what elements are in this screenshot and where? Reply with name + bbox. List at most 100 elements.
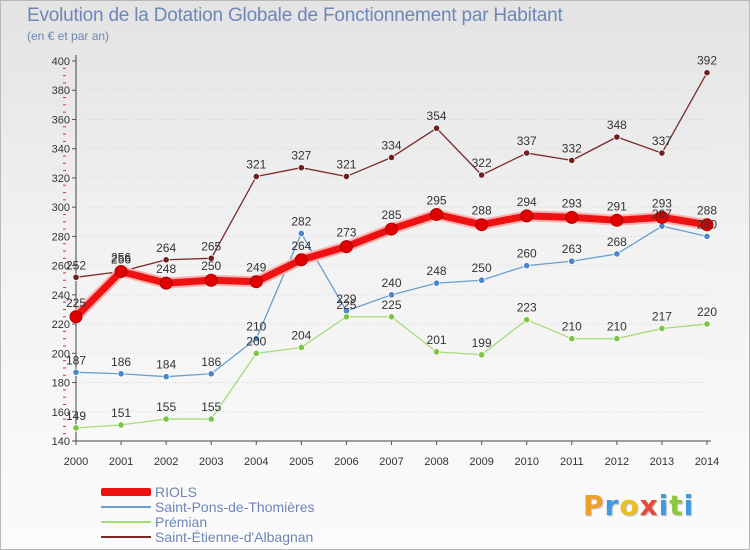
data-label: 280 <box>697 217 717 231</box>
x-tick-label: 2012 <box>605 456 629 468</box>
legend-item-saint-pons: Saint-Pons-de-Thomières <box>101 500 401 515</box>
data-point <box>252 172 260 181</box>
data-label: 291 <box>607 199 627 213</box>
data-label: 200 <box>246 334 266 348</box>
data-point <box>655 210 669 224</box>
grid-lines <box>76 60 707 442</box>
x-tick-label: 2010 <box>514 456 538 468</box>
data-point <box>658 149 666 157</box>
legend-item-riols: RIOLS <box>101 485 401 500</box>
data-point <box>72 368 80 376</box>
data-label: 149 <box>66 409 86 423</box>
data-label: 184 <box>156 358 176 372</box>
data-point <box>523 149 531 157</box>
legend-label-premian: Prémian <box>155 514 208 530</box>
data-label: 334 <box>381 138 401 152</box>
legend-label-riols: RIOLS <box>155 484 198 500</box>
data-label: 348 <box>607 118 627 132</box>
data-label: 225 <box>66 296 86 310</box>
data-point <box>430 207 444 221</box>
data-label: 201 <box>427 333 447 347</box>
x-tick-label: 2006 <box>334 456 358 468</box>
data-label: 327 <box>291 149 311 163</box>
data-point <box>568 335 576 343</box>
data-label: 220 <box>697 305 717 319</box>
data-label: 223 <box>517 301 537 315</box>
data-label: 210 <box>562 320 582 334</box>
legend-swatch-premian <box>101 521 151 523</box>
data-label: 225 <box>336 298 356 312</box>
data-point <box>117 370 125 378</box>
x-tick-label: 2003 <box>199 456 223 468</box>
data-point <box>207 415 215 423</box>
data-label: 155 <box>201 400 221 414</box>
data-point <box>162 415 170 423</box>
data-point <box>207 254 215 262</box>
data-point <box>432 124 441 132</box>
x-tick-label: 2014 <box>695 456 719 468</box>
data-point <box>478 351 486 359</box>
data-label: 294 <box>517 195 537 209</box>
data-point <box>700 218 714 232</box>
logo-letter: t <box>669 489 684 522</box>
logo-letter: r <box>604 489 620 522</box>
data-label: 248 <box>156 262 176 276</box>
data-label: 287 <box>652 207 672 221</box>
data-label: 186 <box>111 355 131 369</box>
x-tick-label: 2011 <box>560 456 584 468</box>
data-point <box>658 222 666 230</box>
x-tick-label: 2002 <box>154 456 178 468</box>
data-label: 322 <box>472 156 492 170</box>
data-label: 293 <box>652 196 672 210</box>
y-tick-label: 240 <box>52 290 70 302</box>
data-point <box>297 164 305 172</box>
data-label: 210 <box>246 320 266 334</box>
y-tick-label: 320 <box>52 173 70 185</box>
chart-subtitle: (en € et par an) <box>27 29 110 43</box>
legend-item-premian: Prémian <box>101 515 401 530</box>
logo-letter: i <box>683 489 695 522</box>
y-tick-label: 220 <box>52 319 70 331</box>
data-label: 285 <box>381 208 401 222</box>
data-point <box>252 335 260 343</box>
data-point <box>385 222 398 236</box>
data-point <box>297 343 305 352</box>
chart-title: Evolution de la Dotation Globale de Fonc… <box>27 5 563 26</box>
legend-swatch-saint-pons <box>101 506 151 508</box>
data-point <box>658 324 666 333</box>
data-label: 282 <box>291 214 311 228</box>
y-tick-label: 260 <box>52 261 70 273</box>
data-point <box>342 313 351 321</box>
y-tick-label: 300 <box>52 202 70 214</box>
data-label: 354 <box>427 109 447 123</box>
data-label: 265 <box>201 239 221 253</box>
data-label: 264 <box>291 239 311 253</box>
data-label: 392 <box>697 54 717 68</box>
x-tick-label: 2013 <box>650 456 674 468</box>
data-label: 240 <box>381 276 401 290</box>
data-label: 155 <box>156 400 176 414</box>
axes: 140 160 180 200 220 240 260 280 300 320 340 360 380 4… <box>52 55 719 468</box>
data-point <box>703 320 711 328</box>
data-point <box>478 276 486 284</box>
data-label: 337 <box>517 134 537 148</box>
data-point <box>117 421 125 429</box>
y-tick-label: 140 <box>52 436 70 448</box>
logo-letter: P <box>583 489 605 522</box>
data-point <box>339 240 353 254</box>
data-label: 288 <box>697 204 717 218</box>
data-point <box>523 316 531 324</box>
y-tick-label: 340 <box>52 144 70 156</box>
data-label: 248 <box>427 264 447 278</box>
data-point <box>523 262 531 270</box>
data-label: 256 <box>111 250 131 264</box>
x-tick-label: 2007 <box>379 456 403 468</box>
data-point <box>613 133 621 141</box>
data-label: 250 <box>201 259 221 273</box>
data-point <box>204 273 218 287</box>
data-point <box>114 264 128 278</box>
data-point <box>342 172 351 181</box>
data-point <box>249 275 263 289</box>
